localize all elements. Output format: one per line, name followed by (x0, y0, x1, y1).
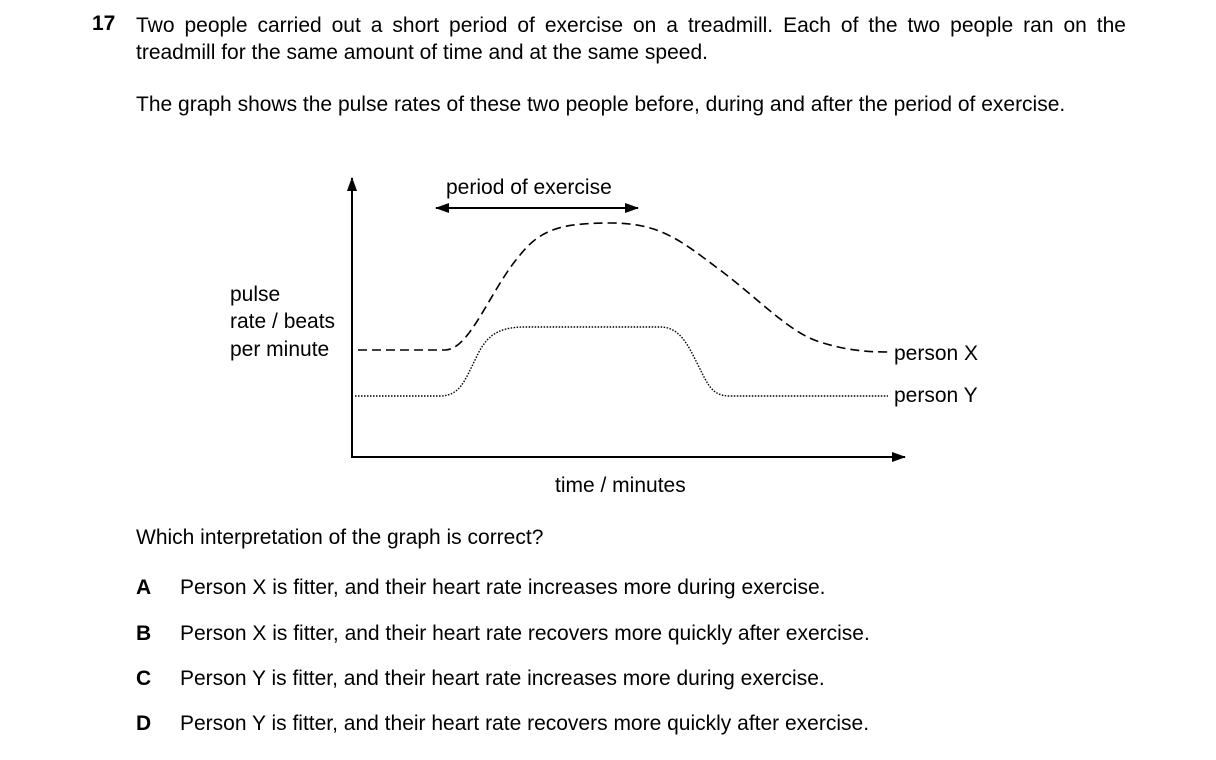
person-y-label: person Y (894, 384, 978, 407)
option-d-text: Person Y is fitter, and their heart rate… (180, 712, 870, 735)
option-a-letter: A (136, 576, 152, 599)
person-y-curve (355, 326, 888, 397)
question-paragraph-1: Two people carried out a short period of… (136, 14, 1126, 64)
option-b-letter: B (136, 622, 152, 645)
option-a-text: Person X is fitter, and their heart rate… (180, 576, 826, 599)
option-c-text: Person Y is fitter, and their heart rate… (180, 667, 825, 690)
pulse-rate-graph: period of exercise pulse rate / beats pe… (230, 176, 978, 497)
person-x-curve (358, 222, 889, 353)
option-b-text: Person X is fitter, and their heart rate… (180, 622, 870, 645)
option-d-letter: D (136, 712, 152, 735)
question-prompt: Which interpretation of the graph is cor… (136, 526, 544, 549)
question-number: 17 (92, 12, 116, 35)
y-axis-label-line-3: per minute (230, 338, 329, 361)
question-paragraph-2: The graph shows the pulse rates of these… (136, 93, 1066, 116)
x-axis-label: time / minutes (555, 474, 686, 497)
y-axis-label-line-1: pulse (230, 283, 280, 306)
exercise-period-label: period of exercise (446, 176, 612, 199)
y-axis-label-line-2: rate / beats (230, 310, 335, 333)
option-c-letter: C (136, 667, 152, 690)
person-x-label: person X (894, 342, 978, 365)
